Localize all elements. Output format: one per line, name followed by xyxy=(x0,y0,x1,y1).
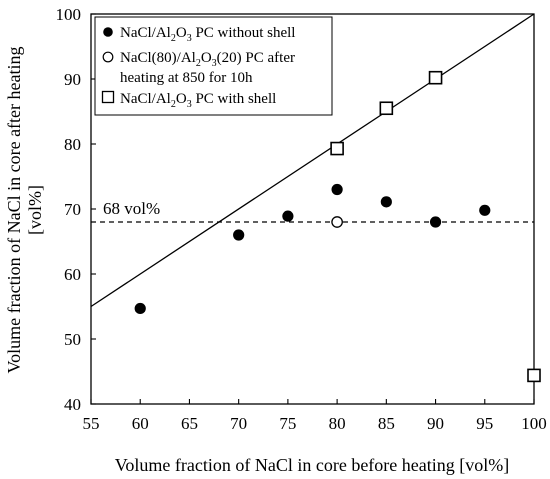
y-axis-title-line2: [vol%] xyxy=(25,185,45,235)
x-tick-label: 80 xyxy=(329,414,346,433)
legend-label-after-heating-line2: heating at 850 for 10h xyxy=(120,70,253,86)
x-tick-label: 75 xyxy=(279,414,296,433)
y-tick-label: 70 xyxy=(64,200,81,219)
data-point-open-square xyxy=(527,368,541,383)
legend-label-without-shell: NaCl/Al2O3 PC without shell xyxy=(120,25,295,44)
y-tick-label: 60 xyxy=(64,265,81,284)
legend-marker-filled-circle xyxy=(103,27,113,37)
x-axis-title: Volume fraction of NaCl in core before h… xyxy=(115,455,510,475)
reference-lines xyxy=(90,13,535,308)
data-point-open-square xyxy=(330,141,344,156)
legend: NaCl/Al2O3 PC without shell NaCl(80)/Al2… xyxy=(94,16,333,116)
y-tick-label: 80 xyxy=(64,135,81,154)
data-point-open-square xyxy=(428,70,443,85)
data-point-filled-circle xyxy=(134,302,146,315)
y-tick-label: 100 xyxy=(56,5,82,24)
legend-box xyxy=(94,16,333,116)
data-point-filled-circle xyxy=(380,196,392,208)
legend-label-with-shell: NaCl/Al2O3 PC with shell xyxy=(120,91,276,110)
data-point-filled-circle xyxy=(282,210,294,222)
y-axis-ticks: 40 50 60 70 80 90 100 xyxy=(56,5,96,414)
data-point-filled-circle xyxy=(429,216,442,228)
data-point-open-square xyxy=(379,101,394,116)
legend-label-after-heating: NaCl(80)/Al2O3(20) PC after xyxy=(120,50,295,69)
x-tick-label: 100 xyxy=(521,414,547,433)
x-tick-label: 70 xyxy=(230,414,247,433)
x-tick-label: 60 xyxy=(132,414,149,433)
threshold-label: 68 vol% xyxy=(103,199,160,218)
x-tick-label: 95 xyxy=(476,414,493,433)
x-tick-label: 65 xyxy=(181,414,198,433)
legend-marker-open-square xyxy=(101,90,115,104)
identity-line xyxy=(90,13,535,308)
legend-marker-open-circle xyxy=(102,51,114,63)
data-point-open-circle xyxy=(331,216,343,228)
y-tick-label: 50 xyxy=(64,330,81,349)
x-tick-label: 85 xyxy=(378,414,395,433)
x-tick-label: 90 xyxy=(427,414,444,433)
data-marks xyxy=(134,70,541,383)
y-tick-label: 90 xyxy=(64,70,81,89)
data-point-filled-circle xyxy=(331,183,343,196)
y-axis-title-line1: Volume fraction of NaCl in core after he… xyxy=(4,46,24,373)
data-point-filled-circle xyxy=(479,204,491,216)
x-axis-ticks: 55 60 65 70 75 80 85 90 95 100 xyxy=(83,399,547,433)
x-tick-label: 55 xyxy=(83,414,100,433)
y-tick-label: 40 xyxy=(64,395,81,414)
data-point-filled-circle xyxy=(233,229,245,241)
